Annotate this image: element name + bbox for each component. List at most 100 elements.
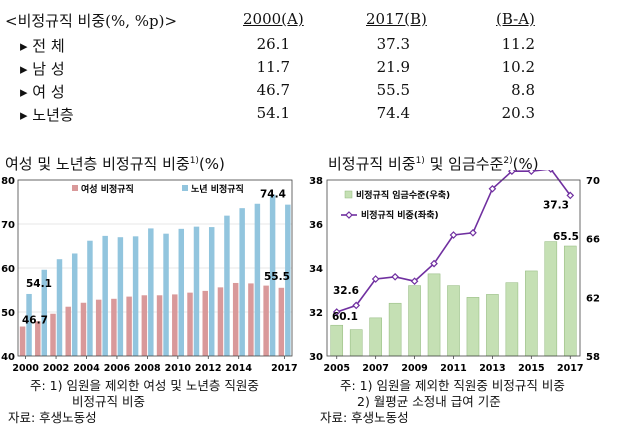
- left-note-2: 비정규직 비중: [72, 394, 145, 409]
- bar-elderly: [224, 215, 230, 356]
- right-source: 자료: 후생노동성: [320, 410, 409, 425]
- bar-women: [187, 292, 193, 356]
- right-y-tick-label: 62: [586, 293, 600, 304]
- left-y-tick-label: 36: [309, 220, 323, 231]
- legend-marker-share: [345, 211, 353, 219]
- bar-elderly: [41, 269, 48, 356]
- bar-women: [35, 321, 41, 356]
- left-y-tick-label: 38: [309, 176, 323, 187]
- bar-wage: [505, 282, 519, 357]
- line-marker: [488, 184, 497, 193]
- x-tick-label: 2006: [104, 363, 131, 374]
- bar-wage: [427, 273, 441, 357]
- bar-wage: [466, 297, 480, 357]
- row-value: 55.5: [376, 81, 410, 99]
- y-tick-label: 40: [1, 352, 15, 363]
- row-value: 74.4: [376, 104, 410, 122]
- left-y-tick-label: 34: [309, 264, 323, 275]
- right-chart-title: 비정규직 비중1) 및 임금수준2)(%): [328, 155, 539, 173]
- x-tick-label: 2014: [225, 363, 252, 374]
- data-label: 55.5: [264, 271, 290, 283]
- bar-elderly: [56, 259, 63, 356]
- left-y-tick-label: 32: [309, 308, 323, 319]
- line-marker: [430, 259, 438, 268]
- x-tick-label: 2013: [479, 363, 505, 374]
- line-marker: [566, 191, 575, 200]
- bar-elderly: [102, 235, 108, 356]
- x-tick-label: 2010: [165, 363, 192, 374]
- bar-women: [232, 282, 239, 356]
- bar-women: [50, 313, 56, 356]
- bar-elderly: [208, 227, 215, 356]
- bar-wage: [447, 285, 460, 357]
- row-value: 11.2: [501, 35, 535, 53]
- y-tick-label: 70: [1, 220, 15, 231]
- line-marker: [352, 301, 361, 310]
- bar-elderly: [285, 204, 291, 356]
- x-tick-label: 2009: [401, 363, 427, 374]
- y-tick-label: 50: [1, 308, 15, 319]
- bar-women: [156, 295, 163, 356]
- right-note-1: 주: 1) 임원을 제외한 직원중 비정규직 비중: [340, 378, 565, 393]
- data-label: 74.4: [260, 189, 286, 201]
- legend-label-wage: 비정규직 임금수준(우축): [356, 189, 450, 201]
- x-tick-label: 2008: [134, 363, 161, 374]
- legend-label-elderly: 노년 비정규직: [191, 183, 244, 195]
- bar-wage: [369, 317, 382, 357]
- row-value: 11.7: [256, 58, 290, 76]
- right-y-tick-label: 70: [586, 176, 600, 187]
- line-marker: [527, 170, 536, 176]
- x-tick-label: 2004: [73, 363, 100, 374]
- bar-wage: [544, 241, 558, 357]
- right-note-2: 2) 월평균 소정내 급여 기준: [357, 394, 501, 409]
- bar-wage: [486, 294, 499, 357]
- x-tick-label: 2002: [43, 363, 69, 374]
- data-label: 60.1: [332, 311, 358, 323]
- line-marker: [449, 231, 458, 239]
- x-tick-label: 2011: [440, 363, 466, 374]
- bar-elderly: [178, 228, 185, 356]
- bar-women: [126, 296, 132, 356]
- bar-women: [172, 294, 178, 356]
- y-tick-label: 80: [1, 176, 15, 187]
- legend-swatch-wage: [344, 190, 353, 199]
- x-tick-label: 2012: [195, 363, 221, 374]
- bar-elderly: [132, 236, 139, 356]
- bar-women: [111, 298, 117, 356]
- bar-women: [202, 290, 208, 356]
- row-value: 20.3: [501, 104, 535, 122]
- bar-wage: [330, 324, 344, 357]
- right-chart: 30 32 34 36 38 58 62 66 70 2005 2007 2009 2011 2013 20…: [309, 170, 600, 374]
- line-marker: [391, 272, 399, 281]
- row-value: 8.8: [511, 81, 535, 99]
- bar-elderly: [71, 253, 78, 356]
- bar-women: [141, 295, 148, 356]
- x-tick-label: 2017: [271, 363, 297, 374]
- col-diff: (B-A): [496, 10, 535, 28]
- line-marker: [469, 228, 477, 237]
- col-2000: 2000(A): [243, 10, 304, 28]
- legend-swatch-elderly: [182, 185, 188, 191]
- bar-women: [278, 287, 285, 356]
- data-label: 54.1: [26, 278, 52, 290]
- bar-women: [95, 299, 102, 356]
- bar-women: [19, 326, 26, 356]
- left-y-tick-label: 30: [309, 352, 323, 363]
- bar-wage: [563, 245, 577, 357]
- row-label: ▸ 남 성: [20, 60, 65, 78]
- row-value: 54.1: [256, 104, 290, 122]
- legend-label-share: 비정규직 비중(좌축): [361, 209, 439, 221]
- row-value: 21.9: [376, 58, 410, 76]
- right-y-tick-label: 66: [586, 235, 600, 246]
- table-header: <비정규직 비중(%, %p)>: [5, 12, 178, 30]
- bar-elderly: [193, 226, 200, 356]
- bar-women: [217, 287, 224, 356]
- x-tick-label: 2005: [324, 363, 350, 374]
- row-value: 10.2: [501, 58, 535, 76]
- bar-wage: [408, 285, 421, 357]
- bar-elderly: [163, 233, 169, 356]
- left-source: 자료: 후생노동성: [8, 410, 97, 425]
- bar-elderly: [239, 208, 245, 356]
- line-marker: [410, 277, 419, 286]
